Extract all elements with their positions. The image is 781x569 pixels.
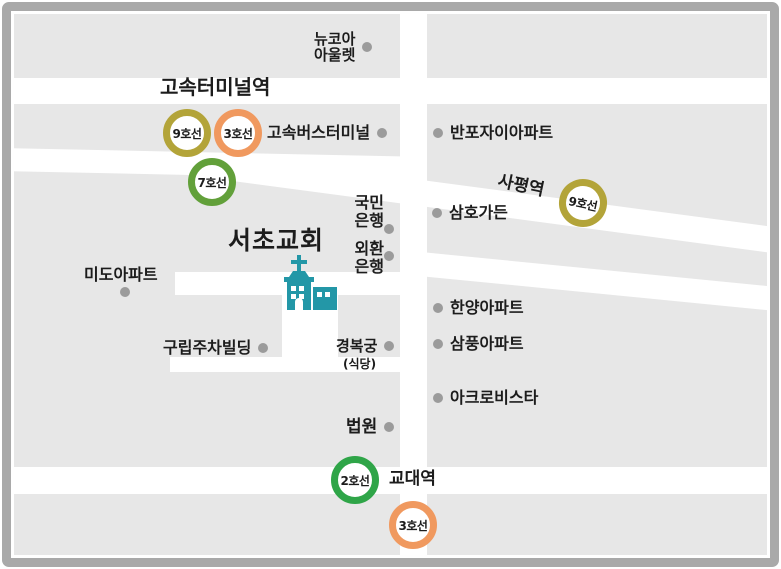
landmark-newcore-outlet: 뉴코아 아울렛: [314, 30, 373, 64]
landmark-dot: [120, 287, 130, 297]
subway-badge-label: 3호선: [223, 126, 253, 141]
subway-badge-line7-express-terminal: 7호선: [188, 158, 236, 206]
landmark-hanyang-apt: 한양아파트: [433, 299, 524, 317]
landmark-label: 한양아파트: [450, 298, 524, 317]
landmark-gyeongbokgung: 경복궁 (식당): [336, 337, 395, 371]
landmark-dot: [384, 224, 394, 234]
subway-badge-label: 3호선: [398, 518, 428, 533]
landmark-dot: [384, 422, 395, 433]
road-horizontal-top: [0, 78, 781, 104]
station-label-gyodae: 교대역: [389, 469, 436, 489]
subway-badge-line3-gyodae: 3호선: [389, 501, 437, 549]
station-label-express-terminal: 고속터미널역: [160, 75, 271, 99]
subway-badge-line3-express-terminal: 3호선: [214, 109, 262, 157]
landmark-express-bus-terminal: 고속버스터미널: [267, 123, 388, 142]
landmark-label: 고속버스터미널: [267, 123, 371, 142]
landmark-gurip-parking-bldg: 구립주차빌딩: [163, 338, 269, 357]
landmark-samho-garden: 삼호가든: [432, 204, 508, 222]
landmark-dot: [384, 341, 395, 352]
landmark-dot: [433, 127, 443, 138]
landmark-label: 삼호가든: [449, 203, 508, 222]
subway-badge-line9-express-terminal: 9호선: [163, 109, 211, 157]
subway-badge-label: 9호선: [172, 126, 202, 141]
landmark-court: 법원: [346, 417, 395, 437]
landmark-acrovista: 아크로비스타: [433, 389, 538, 407]
subway-badge-line2-gyodae: 2호선: [331, 456, 379, 504]
landmark-dot: [384, 251, 394, 261]
landmark-dot: [433, 392, 443, 403]
subway-badge-label: 7호선: [197, 175, 227, 190]
landmark-dot: [433, 302, 443, 313]
landmark-sublabel: (식당): [343, 356, 377, 371]
landmark-label: 은행: [354, 257, 384, 276]
landmark-keb-bank: 외환 은행: [346, 240, 384, 276]
landmark-dot: [377, 127, 388, 138]
landmark-label: 삼풍아파트: [450, 334, 524, 353]
landmark-dot: [433, 338, 443, 349]
subway-badge-label: 2호선: [340, 473, 370, 488]
landmark-label: 법원: [346, 417, 378, 437]
landmark-mido-apt: 미도아파트: [84, 265, 158, 284]
landmark-label: 국민: [354, 193, 384, 212]
landmark-banpo-xi-apt: 반포자이아파트: [433, 124, 553, 142]
landmark-label: 경복궁: [336, 337, 378, 355]
landmark-label: 반포자이아파트: [450, 123, 554, 142]
landmark-dot: [362, 42, 373, 52]
road-parking-south: [170, 357, 405, 372]
church-icon: [276, 253, 338, 315]
landmark-sampoong-apt: 삼풍아파트: [433, 335, 524, 353]
landmark-label: 외환: [354, 239, 384, 258]
landmark-label: 구립주차빌딩: [163, 338, 252, 357]
landmark-label: 아크로비스타: [450, 388, 539, 407]
landmark-dot: [432, 207, 442, 218]
subway-badge-label: 9호선: [567, 193, 599, 214]
road-horizontal-bottom: [0, 467, 781, 494]
landmark-label: 은행: [354, 211, 384, 230]
landmark-dot: [258, 342, 269, 353]
destination-title: 서초교회: [228, 226, 325, 255]
landmark-kookmin-bank: 국민 은행: [346, 194, 384, 230]
landmark-label: 뉴코아 아울렛: [314, 30, 356, 64]
